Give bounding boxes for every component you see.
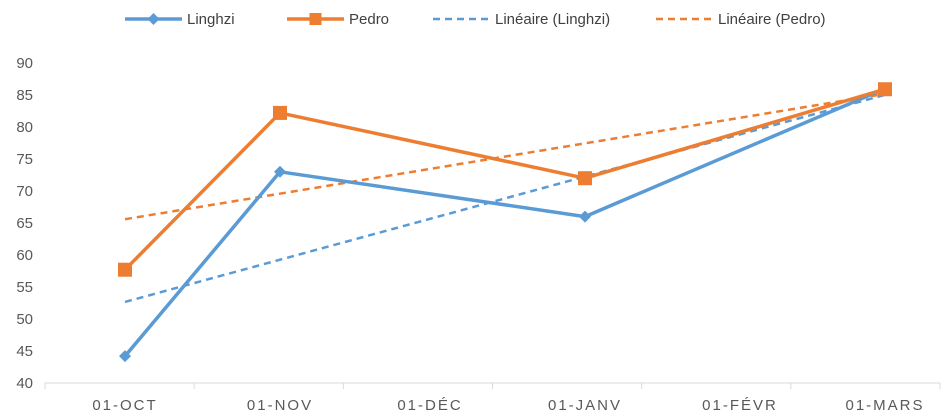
series-line-linghzi xyxy=(123,86,886,358)
legend-label: Pedro xyxy=(349,11,389,28)
series-lines xyxy=(123,86,886,358)
data-point-linghzi xyxy=(579,210,591,223)
data-point-linghzi xyxy=(119,350,131,363)
data-point-pedro xyxy=(273,105,287,120)
legend-label: Linéaire (Pedro) xyxy=(718,11,826,28)
legend-item-pedro: Pedro xyxy=(287,11,389,28)
legend-marker xyxy=(147,13,160,25)
x-tick-label-01-nov: 01-NOV xyxy=(247,397,313,414)
y-tick-label-80: 80 xyxy=(16,119,33,136)
legend-item-lineaire-pedro: Linéaire (Pedro) xyxy=(656,11,826,28)
x-axis: 01-OCT 01-NOV 01-DÉC 01-JANV 01-FÉVR 01-MARS xyxy=(44,382,941,414)
x-tick-label-01-mars: 01-MARS xyxy=(845,397,924,414)
markers xyxy=(118,82,892,363)
x-tick-label-01-oct: 01-OCT xyxy=(92,397,157,414)
trendline-lineaire-pedro xyxy=(124,92,886,221)
y-tick-label-45: 45 xyxy=(16,343,33,360)
x-tick-label-01-janv: 01-JANV xyxy=(548,397,622,414)
series-line-pedro xyxy=(123,87,886,271)
y-tick-label-75: 75 xyxy=(16,151,33,168)
data-point-pedro xyxy=(578,171,592,186)
legend: Linghzi Pedro Linéaire (Linghzi) Linéaire (… xyxy=(125,11,826,28)
data-point-pedro xyxy=(118,262,132,277)
x-tick-label-01-fevr: 01-FÉVR xyxy=(702,397,778,414)
y-tick-label-90: 90 xyxy=(16,55,33,72)
y-tick-label-50: 50 xyxy=(16,311,33,328)
y-tick-label-85: 85 xyxy=(16,87,33,104)
trendline-lineaire-linghzi xyxy=(124,93,886,304)
trendlines xyxy=(124,92,886,304)
y-tick-label-40: 40 xyxy=(16,375,33,392)
legend-label: Linéaire (Linghzi) xyxy=(495,11,610,28)
legend-item-linghzi: Linghzi xyxy=(125,11,235,28)
y-tick-label-60: 60 xyxy=(16,247,33,264)
data-point-pedro xyxy=(878,82,892,97)
y-tick-label-70: 70 xyxy=(16,183,33,200)
y-tick-label-65: 65 xyxy=(16,215,33,232)
legend-item-lineaire-linghzi: Linéaire (Linghzi) xyxy=(433,11,610,28)
data-point-linghzi xyxy=(274,165,286,178)
legend-marker xyxy=(309,13,322,25)
x-tick-label-01-dec: 01-DÉC xyxy=(397,397,462,414)
y-tick-label-55: 55 xyxy=(16,279,33,296)
legend-label: Linghzi xyxy=(187,11,235,28)
y-axis: 40 45 50 55 60 65 70 75 80 85 90 xyxy=(16,55,33,392)
